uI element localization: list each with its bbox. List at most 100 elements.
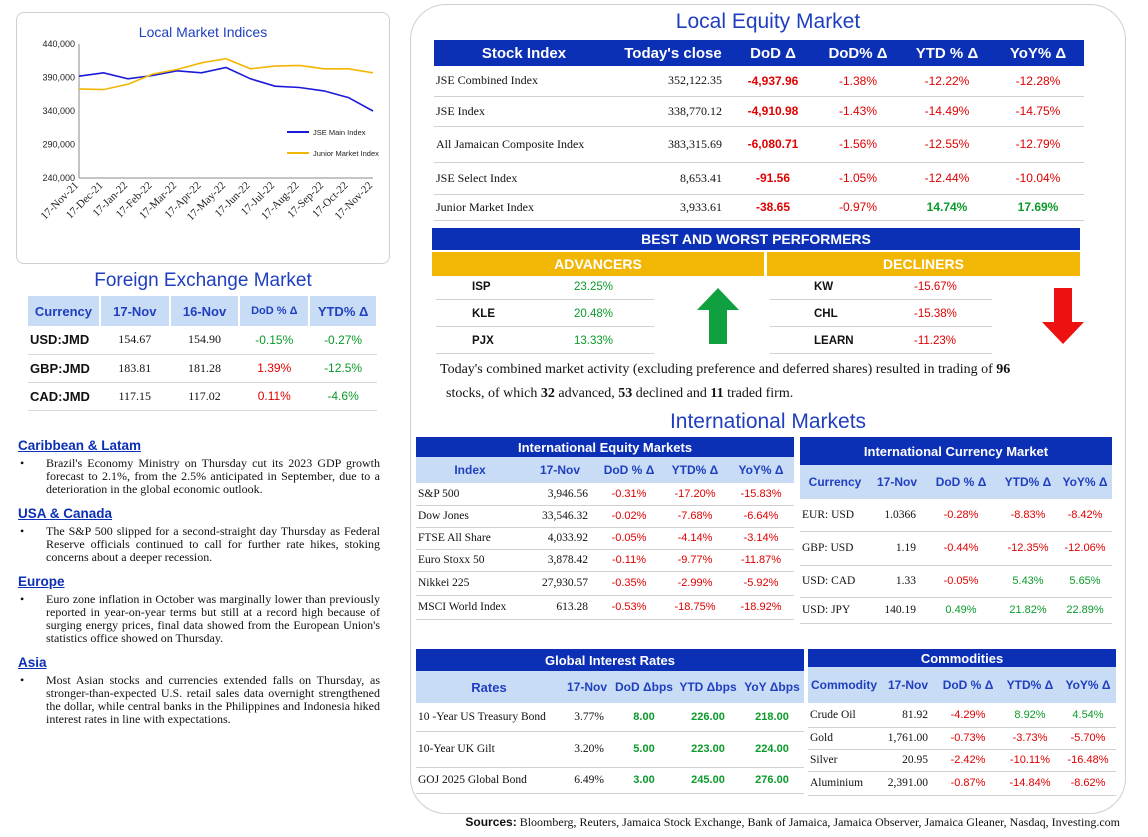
y-tick-label: 290,000 — [42, 140, 75, 150]
bullet-icon: • — [20, 673, 25, 687]
rates-ytd: 226.00 — [676, 703, 740, 732]
news-item: • Euro zone inflation in October was marg… — [18, 593, 380, 645]
forex-dod: 1.39% — [239, 354, 310, 383]
legend-label: JSE Main Index — [313, 128, 366, 137]
news-text: The S&P 500 slipped for a second-straigh… — [46, 524, 380, 564]
equity-yoy: -11.87% — [728, 549, 794, 572]
news-text: Brazil's Economy Ministry on Thursday cu… — [46, 456, 380, 496]
equity-value: 33,546.32 — [524, 505, 596, 528]
equity-dod: -0.02% — [596, 505, 662, 528]
intl-equity-table: International Equity Markets Index 17-No… — [416, 437, 794, 620]
currency-yoy: -12.06% — [1058, 531, 1112, 566]
equity-dodp: -1.05% — [814, 162, 902, 195]
equity-dodp: -1.43% — [814, 96, 902, 127]
equity-yoy: -12.79% — [992, 126, 1084, 163]
equity-dodp: -1.56% — [814, 126, 902, 163]
news-heading[interactable]: USA & Canada — [18, 506, 113, 521]
news-heading[interactable]: Europe — [18, 574, 65, 589]
currency-dod: -0.28% — [924, 499, 998, 532]
bullet-icon: • — [20, 524, 25, 538]
equity-row: Euro Stoxx 50 3,878.42 -0.11% -9.77% -11.87% — [416, 549, 794, 572]
equity-header-index: Stock Index — [481, 44, 567, 62]
y-tick-label: 340,000 — [42, 106, 75, 116]
currency-dod: -0.05% — [924, 565, 998, 598]
forex-ytd: -12.5% — [309, 354, 377, 383]
forex-value-17nov: 183.81 — [99, 354, 170, 383]
equity-row: JSE Select Index 8,653.41 -91.56 -1.05% -12.… — [434, 162, 1084, 195]
commodities-ytd: 8.92% — [1000, 703, 1060, 728]
forex-header-row: Currency 17-Nov 16-Nov DoD % Δ YTD% Δ — [28, 296, 378, 326]
intl-currency-title-row: International Currency Market — [800, 437, 1112, 465]
equity-ytd: -17.20% — [662, 483, 728, 506]
commodities-value: 2,391.00 — [880, 771, 936, 796]
intl-equity-title-row: International Equity Markets — [416, 437, 794, 457]
intl-currency-title: International Currency Market — [863, 443, 1049, 459]
advancer-row: KLE 20.48% — [436, 301, 654, 327]
rates-value: 6.49% — [562, 767, 612, 794]
advancer-ticker: PJX — [472, 335, 494, 347]
forex-currency: GBP:JMD — [28, 354, 100, 383]
best-worst-title: BEST AND WORST PERFORMERS — [432, 228, 1080, 250]
currency-dod: 0.49% — [924, 597, 998, 624]
news-heading[interactable]: Asia — [18, 655, 47, 670]
commodities-name: Crude Oil — [808, 703, 880, 728]
decliner-value: -15.67% — [914, 281, 957, 293]
forex-value-16nov: 117.02 — [169, 382, 240, 411]
equity-ytd: -7.68% — [662, 505, 728, 528]
intl-currency-header-ytd: YTD% Δ — [1004, 475, 1052, 489]
rates-header-ytd: YTD Δbps — [679, 680, 737, 694]
forex-row: CAD:JMD 117.15 117.02 0.11% -4.6% — [28, 382, 377, 411]
equity-dod: -0.11% — [596, 549, 662, 572]
equity-header-dodp: DoD% Δ — [828, 44, 888, 62]
forex-value-16nov: 154.90 — [169, 326, 240, 355]
intl-equity-header-row: Index 17-Nov DoD % Δ YTD% Δ YoY% Δ — [416, 457, 794, 483]
commodities-row: Silver 20.95 -2.42% -10.11% -16.48% — [808, 749, 1116, 772]
equity-dod: -0.31% — [596, 483, 662, 506]
bullet-icon: • — [20, 456, 25, 470]
equity-value: 3,946.56 — [524, 483, 596, 506]
intl-currency-header-row: Currency 17-Nov DoD % Δ YTD% Δ YoY% Δ — [800, 465, 1112, 499]
intl-equity-header-ytd: YTD% Δ — [671, 463, 719, 477]
intl-currency-header-currency: Currency — [808, 475, 862, 489]
equity-header-ytd: YTD % Δ — [915, 44, 979, 62]
equity-row: All Jamaican Composite Index 383,315.69 -6… — [434, 126, 1084, 163]
commodities-ytd: -10.11% — [1000, 749, 1060, 772]
news-text: Most Asian stocks and currencies extende… — [46, 673, 380, 726]
equity-index-name: Junior Market Index — [434, 194, 614, 221]
news-item: • Most Asian stocks and currencies extend… — [18, 674, 380, 726]
equity-yoy: -12.28% — [992, 66, 1084, 97]
equity-close: 3,933.61 — [614, 194, 732, 221]
equity-name: FTSE All Share — [416, 527, 524, 550]
market-indices-chart-box: Local Market Indices 440,000 390,000 340,00… — [16, 12, 390, 264]
news-heading[interactable]: Caribbean & Latam — [18, 438, 142, 453]
commodities-name: Silver — [808, 749, 880, 772]
commodities-header-yoy: YoY% Δ — [1065, 678, 1111, 692]
currency-ytd: 21.82% — [998, 597, 1058, 624]
commodities-row: Aluminium 2,391.00 -0.87% -14.84% -8.62% — [808, 771, 1116, 796]
equity-yoy: -14.75% — [992, 96, 1084, 127]
currency-row: GBP: USD 1.19 -0.44% -12.35% -12.06% — [800, 531, 1112, 566]
summary-text-3: advanced, — [554, 386, 619, 401]
forex-ytd: -4.6% — [309, 382, 377, 411]
commodities-name: Aluminium — [808, 771, 880, 796]
forex-header-currency: Currency — [28, 296, 101, 326]
forex-header-16nov: 16-Nov — [169, 296, 241, 326]
equity-row: JSE Index 338,770.12 -4,910.98 -1.43% -14.49… — [434, 96, 1084, 127]
currency-yoy: 22.89% — [1058, 597, 1112, 624]
rates-header-yoy: YoY Δbps — [744, 680, 800, 694]
rates-ytd: 245.00 — [676, 767, 740, 794]
commodities-row: Crude Oil 81.92 -4.29% 8.92% 4.54% — [808, 703, 1116, 728]
rates-yoy: 224.00 — [740, 731, 804, 768]
equity-ytd: -18.75% — [662, 595, 728, 620]
decliner-ticker: KW — [814, 281, 834, 293]
equity-dod: -0.53% — [596, 595, 662, 620]
equity-name: Dow Jones — [416, 505, 524, 528]
commodities-ytd: -3.73% — [1000, 727, 1060, 750]
bullet-icon: • — [20, 592, 25, 606]
equity-ytd: 14.74% — [902, 194, 992, 221]
forex-value-17nov: 154.67 — [99, 326, 170, 355]
decliner-value: -15.38% — [914, 308, 957, 320]
advancer-value: 13.33% — [574, 335, 614, 347]
sources-text: Bloomberg, Reuters, Jamaica Stock Exchan… — [516, 815, 1120, 829]
forex-header-dod: DoD % Δ — [239, 296, 311, 326]
